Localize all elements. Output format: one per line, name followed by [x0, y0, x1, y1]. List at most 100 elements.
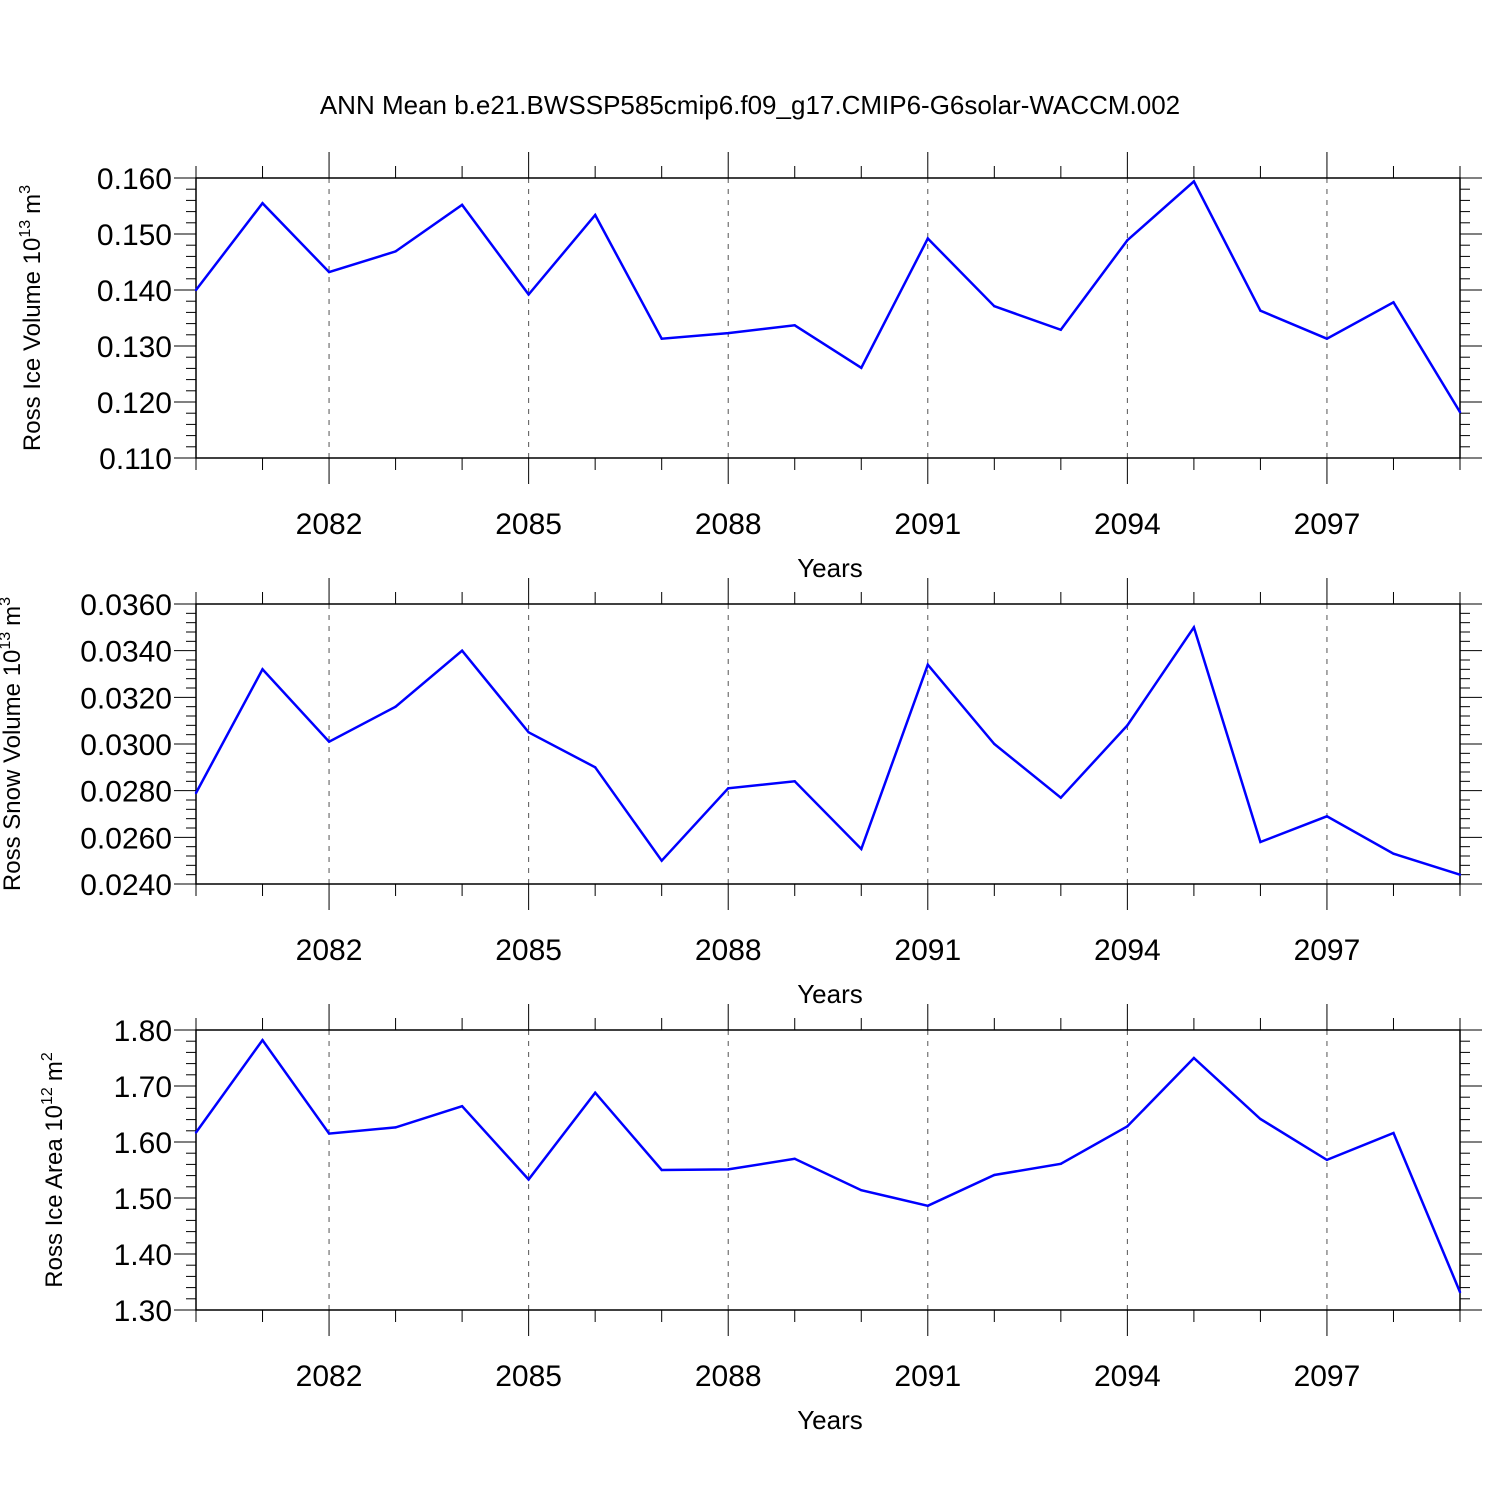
y-axis-label-unit-exponent: 3: [17, 185, 34, 194]
y-tick-label: 1.30: [114, 1295, 172, 1328]
data-point: [1126, 238, 1129, 242]
y-tick-label: 0.0320: [80, 682, 172, 715]
x-tick-label: 2085: [495, 934, 562, 967]
x-tick-label: 2088: [695, 934, 762, 967]
data-point: [926, 237, 929, 240]
data-point: [1259, 840, 1262, 844]
x-tick-label: 2094: [1094, 934, 1161, 967]
data-point: [1325, 1158, 1329, 1162]
y-tick-label: 0.0340: [80, 636, 172, 669]
data-point: [993, 742, 996, 746]
y-tick-label: 0.130: [97, 331, 172, 364]
series-line: [194, 624, 1461, 876]
y-tick-label: 0.110: [99, 443, 172, 476]
data-point: [660, 859, 663, 862]
data-point: [860, 1188, 863, 1192]
data-point: [1059, 796, 1063, 799]
y-axis-label-unit: m: [0, 606, 26, 626]
y-axis-label: Ross Ice Area 1012 m2: [39, 1052, 68, 1288]
data-point: [261, 202, 264, 205]
x-tick-label: 2088: [695, 1360, 762, 1393]
y-tick-label: 0.120: [97, 387, 172, 420]
data-point: [727, 1168, 730, 1171]
series-line: [195, 179, 1462, 413]
data-point: [1259, 1117, 1262, 1121]
y-axis-label-exponent: 12: [39, 1087, 56, 1105]
data-point: [327, 740, 331, 743]
y-axis-label-unit-exponent: 3: [0, 597, 14, 606]
data-point: [860, 847, 863, 851]
data-point: [460, 203, 464, 207]
series-line: [194, 1037, 1462, 1293]
data-point: [926, 1204, 929, 1208]
data-point: [1059, 328, 1063, 331]
data-point: [194, 791, 198, 795]
data-point: [261, 668, 264, 671]
data-point: [1126, 724, 1129, 727]
y-axis-label: Ross Snow Volume 1013 m3: [0, 597, 26, 891]
data-point: [1392, 852, 1395, 855]
y-tick-label: 0.160: [97, 163, 172, 196]
data-point: [194, 1131, 198, 1134]
data-point: [1126, 1125, 1129, 1128]
y-tick-label: 1.50: [114, 1183, 172, 1216]
x-tick-label: 2091: [894, 934, 961, 967]
x-axis-label: Years: [797, 979, 863, 1009]
y-tick-label: 1.60: [114, 1127, 172, 1160]
y-axis-label-text: Ross Snow Volume 10: [0, 650, 26, 891]
plot-frame: [195, 603, 1461, 885]
x-tick-label: 2097: [1294, 1360, 1361, 1393]
data-point: [793, 1157, 796, 1161]
chart-panel-3: 1.30 1.40 1.50 1.60 1.70 1.80 2082 2085 2088 2091…: [39, 1004, 1482, 1435]
data-point: [593, 213, 597, 217]
data-point: [793, 780, 796, 783]
y-axis-label-text: Ross Ice Volume 10: [19, 238, 46, 451]
x-tick-label: 2085: [495, 508, 562, 541]
x-tick-label: 2094: [1094, 1360, 1161, 1393]
data-point: [194, 288, 198, 292]
x-tick-label: 2082: [296, 934, 363, 967]
data-point: [727, 787, 730, 790]
plot-frame: [195, 1029, 1461, 1311]
y-tick-label: 0.0260: [80, 822, 172, 855]
data-point: [261, 1038, 264, 1042]
y-axis-label: Ross Ice Volume 1013 m3: [17, 185, 46, 451]
data-point: [1458, 410, 1462, 414]
x-tick-label: 2088: [695, 508, 762, 541]
x-axis-label: Years: [797, 553, 863, 583]
y-tick-label: 1.40: [114, 1239, 172, 1272]
data-point: [527, 1178, 530, 1181]
data-point: [1192, 180, 1196, 183]
x-tick-label: 2082: [296, 508, 363, 541]
data-point: [394, 705, 397, 708]
data-point: [727, 331, 730, 335]
y-tick-label: 0.140: [97, 275, 172, 308]
x-axis-label: Years: [797, 1405, 863, 1435]
data-point: [527, 293, 530, 296]
figure-title: ANN Mean b.e21.BWSSP585cmip6.f09_g17.CMI…: [320, 90, 1180, 120]
y-tick-label: 1.70: [114, 1071, 172, 1104]
y-axis-label-unit-exponent: 2: [39, 1052, 56, 1061]
data-point: [1059, 1162, 1063, 1166]
data-point: [460, 1104, 464, 1108]
data-point: [460, 649, 464, 652]
data-point: [1392, 301, 1395, 304]
x-tick-label: 2091: [894, 1360, 961, 1393]
data-point: [793, 324, 796, 327]
y-tick-label: 0.150: [97, 219, 172, 252]
x-tick-label: 2097: [1294, 508, 1361, 541]
x-tick-label: 2085: [495, 1360, 562, 1393]
data-point: [1192, 626, 1196, 629]
data-point: [1458, 1290, 1462, 1294]
data-point: [327, 270, 331, 274]
y-tick-label: 0.0360: [80, 589, 172, 622]
y-tick-label: 0.0280: [80, 776, 172, 809]
y-axis-label-exponent: 13: [0, 632, 14, 650]
data-point: [993, 1173, 996, 1177]
data-point: [1325, 815, 1329, 818]
x-tick-label: 2091: [894, 508, 961, 541]
x-tick-label: 2082: [296, 1360, 363, 1393]
data-point: [1325, 337, 1329, 340]
data-point: [1192, 1056, 1196, 1060]
